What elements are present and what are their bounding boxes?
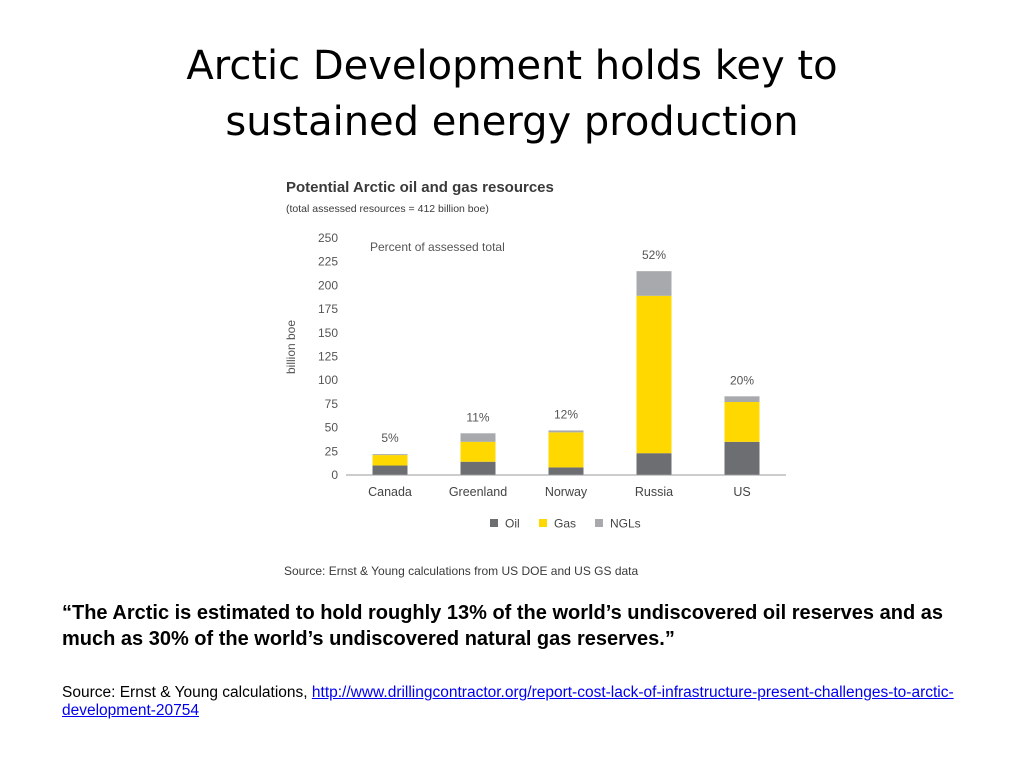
bar-norway-ngls [548,430,584,433]
y-tick-label-8: 200 [318,278,338,292]
percent-label-us: 20% [730,373,754,387]
y-tick-label-6: 150 [318,326,338,340]
x-axis-ticks: Canada Greenland Norway Russia US [368,485,751,499]
y-tick-label-3: 75 [325,397,339,411]
legend-label-ngls: NGLs [610,517,641,531]
bar-greenland-oil [460,461,496,475]
y-axis-ticks: 0 25 50 75 100 125 150 175 200 225 250 [318,231,338,482]
bar-canada-ngls [372,454,408,456]
percent-labels: 5% 11% 12% 52% 20% [381,248,754,445]
percent-label-norway: 12% [554,407,578,421]
x-tick-label-canada: Canada [368,485,412,499]
y-tick-label-1: 25 [325,444,339,458]
slide-title-line-1: Arctic Development holds key to [186,43,838,89]
legend-swatch-ngls [595,519,603,527]
chart-annotation: Percent of assessed total [370,240,505,254]
bar-russia-gas [636,295,672,454]
bar-us-oil [724,441,760,475]
percent-label-canada: 5% [381,431,399,445]
chart-subtitle: (total assessed resources = 412 billion … [286,203,489,215]
x-tick-label-russia: Russia [635,485,673,499]
legend-label-oil: Oil [505,517,520,531]
legend-swatch-gas [539,519,547,527]
bars-group [372,271,760,475]
percent-label-greenland: 11% [466,410,489,424]
bar-russia-oil [636,453,672,475]
x-tick-label-norway: Norway [545,485,588,499]
x-tick-label-greenland: Greenland [449,485,507,499]
source-citation: Source: Ernst & Young calculations, http… [62,684,962,720]
slide-title: Arctic Development holds key to sustaine… [60,38,964,150]
bar-greenland-gas [460,441,496,462]
bar-russia-ngls [636,271,672,296]
y-tick-label-9: 225 [318,255,338,269]
legend-label-gas: Gas [554,517,576,531]
bar-us-gas [724,402,760,442]
chart-title: Potential Arctic oil and gas resources [286,179,554,196]
chart-source-note: Source: Ernst & Young calculations from … [284,564,639,578]
y-tick-label-10: 250 [318,231,338,245]
x-tick-label-us: US [733,485,750,499]
arctic-resources-chart: Potential Arctic oil and gas resources (… [276,172,796,584]
bar-norway-oil [548,467,584,475]
source-link[interactable]: http://www.drillingcontractor.org/report… [62,684,954,719]
bar-greenland-ngls [460,433,496,442]
y-tick-label-0: 0 [331,468,338,482]
chart-svg: Potential Arctic oil and gas resources (… [284,179,786,578]
y-axis-label: billion boe [284,320,298,374]
quote-text: “The Arctic is estimated to hold roughly… [62,602,943,650]
chart-legend: Oil Gas NGLs [490,517,641,531]
y-tick-label-2: 50 [325,421,339,435]
legend-swatch-oil [490,519,498,527]
bar-us-ngls [724,396,760,403]
percent-label-russia: 52% [642,248,666,262]
bar-norway-gas [548,432,584,468]
y-tick-label-4: 100 [318,373,338,387]
y-tick-label-7: 175 [318,302,338,316]
slide-title-line-2: sustained energy production [225,99,799,145]
source-prefix: Source: Ernst & Young calculations, [62,684,312,701]
bar-canada-gas [372,455,408,466]
bar-canada-oil [372,465,408,475]
y-tick-label-5: 125 [318,350,338,364]
